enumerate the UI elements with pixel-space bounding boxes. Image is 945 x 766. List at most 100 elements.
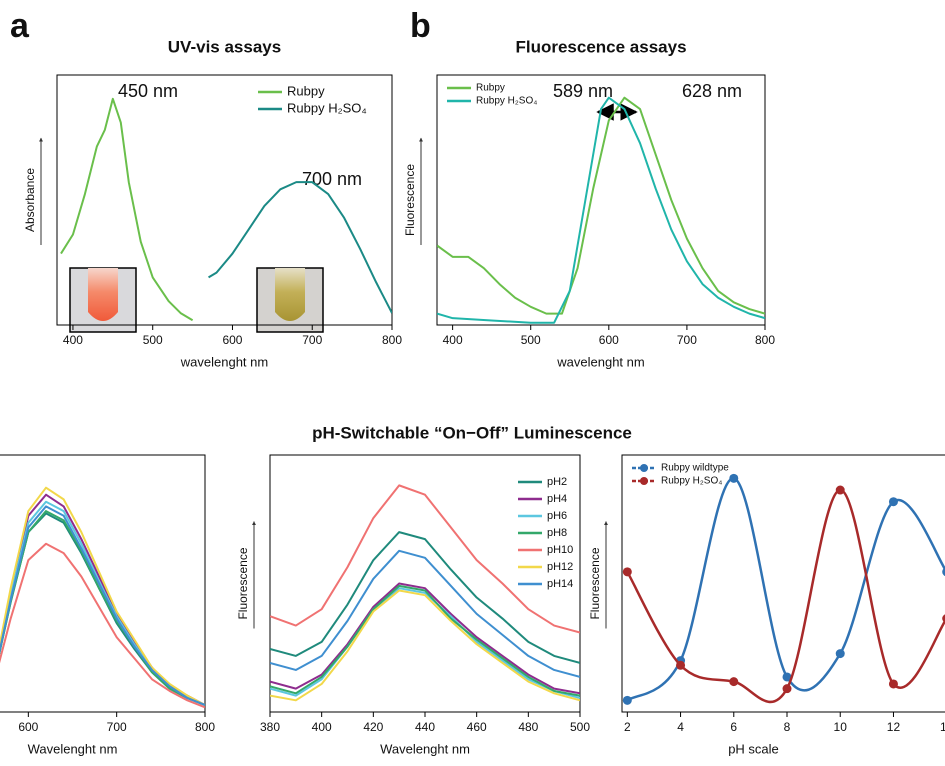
series-line: [270, 582, 580, 695]
series-line: [270, 531, 580, 664]
x-tick-label: 800: [755, 333, 775, 347]
inset-photo: [69, 267, 137, 333]
plot-frame: [0, 454, 206, 713]
x-tick-label: 400: [443, 333, 463, 347]
y-axis-label: Absorbance: [23, 168, 37, 232]
point: [942, 614, 945, 623]
series-line: [60, 97, 194, 322]
legend-label: pH6: [547, 510, 567, 522]
legend-label: pH4: [547, 493, 567, 505]
series-line: [0, 500, 205, 706]
x-axis-label: Wavelenght nm: [380, 741, 470, 756]
y-axis-label: Fluorescence: [588, 547, 602, 619]
series-group: [622, 473, 945, 705]
x-tick-label: 14: [940, 720, 945, 734]
x-tick-label: 420: [363, 720, 383, 734]
series-group: [60, 97, 392, 322]
x-tick-label: 800: [382, 333, 402, 347]
x-axis-label: pH scale: [728, 741, 779, 756]
series-line: [270, 584, 580, 697]
series-line: [270, 589, 580, 702]
panel-letter: a: [10, 7, 30, 45]
x-tick-label: 700: [107, 720, 127, 734]
point: [888, 679, 898, 689]
point: [622, 567, 632, 577]
series-line: [437, 96, 765, 324]
point: [835, 485, 845, 495]
x-tick-label: 6: [730, 720, 737, 734]
series-line: [437, 96, 765, 315]
series-line: [208, 181, 392, 314]
y-axis-label: Fluorescence: [236, 547, 250, 619]
plot-frame: [621, 454, 945, 713]
annotation: 700 nm: [302, 169, 362, 189]
x-tick-label: 460: [467, 720, 487, 734]
point: [676, 660, 686, 670]
x-tick-label: 500: [570, 720, 590, 734]
annotation: 628 nm: [682, 81, 742, 101]
plot-frame: [56, 74, 393, 326]
point: [888, 497, 898, 507]
legend-label: Rubpy: [476, 83, 505, 94]
x-tick-label: 8: [784, 720, 791, 734]
annotation: 450 nm: [118, 81, 178, 101]
series-line: [270, 484, 580, 634]
series-line: [0, 486, 205, 706]
point: [782, 684, 792, 694]
point: [835, 649, 845, 659]
x-tick-label: 2: [624, 720, 631, 734]
series-line: [626, 477, 945, 702]
x-tick-label: 800: [195, 720, 215, 734]
series-line: [0, 542, 205, 709]
legend-label: Rubpy wildtype: [661, 463, 729, 474]
series-line: [270, 549, 580, 678]
legend-marker: [640, 464, 648, 472]
legend-label: pH8: [547, 527, 567, 539]
x-tick-label: 600: [18, 720, 38, 734]
legend-label: Rubpy: [287, 83, 325, 98]
series-line: [0, 493, 205, 706]
annotation: 589 nm: [553, 81, 613, 101]
legend-label: Rubpy H₂SO₄: [476, 96, 537, 107]
legend-marker: [640, 477, 648, 485]
series-group: [270, 484, 580, 702]
x-tick-label: 500: [521, 333, 541, 347]
x-tick-label: 700: [302, 333, 322, 347]
chart-title: Fluorescence assays: [515, 37, 686, 56]
y-axis-label: Fluorescence: [403, 164, 417, 236]
panel-letter: b: [410, 7, 431, 45]
series-group: [0, 486, 205, 709]
legend-label: Rubpy H₂SO₄: [287, 100, 367, 115]
legend-label: pH14: [547, 578, 573, 590]
x-axis-label: wavelenght nm: [556, 354, 644, 369]
x-tick-label: 500: [143, 333, 163, 347]
x-tick-label: 600: [222, 333, 242, 347]
x-tick-label: 480: [518, 720, 538, 734]
legend-label: pH2: [547, 476, 567, 488]
series-line: [0, 505, 205, 706]
x-tick-label: 4: [677, 720, 684, 734]
x-tick-label: 10: [834, 720, 848, 734]
point: [782, 672, 792, 682]
x-tick-label: 600: [599, 333, 619, 347]
point: [622, 695, 632, 705]
series-group: [437, 96, 765, 324]
chart-title: UV-vis assays: [168, 37, 281, 56]
x-tick-label: 700: [677, 333, 697, 347]
point: [729, 677, 739, 687]
x-tick-label: 400: [312, 720, 332, 734]
inset-photo: [256, 267, 324, 333]
x-tick-label: 12: [887, 720, 901, 734]
figure-title: pH-Switchable “On−Off” Luminescence: [312, 423, 632, 442]
plot-frame: [436, 74, 766, 326]
legend-label: pH12: [547, 561, 573, 573]
x-tick-label: 400: [63, 333, 83, 347]
legend-label: Rubpy H₂SO₄: [661, 476, 722, 487]
legend-label: pH10: [547, 544, 573, 556]
series-line: [0, 512, 205, 706]
x-axis-label: Wavelenght nm: [28, 741, 118, 756]
series-line: [270, 587, 580, 699]
x-axis-label: wavelenght nm: [180, 354, 268, 369]
